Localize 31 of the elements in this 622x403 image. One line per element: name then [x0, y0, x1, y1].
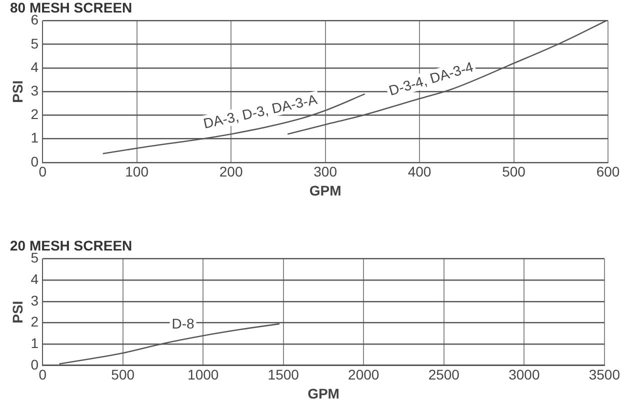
x-tick-label: 600 — [596, 164, 620, 180]
y-tick-label: 0 — [30, 153, 39, 170]
y-tick-label: 3 — [30, 292, 39, 308]
x-tick-label: 500 — [111, 366, 135, 383]
x-tick-label: 3500 — [588, 366, 620, 383]
y-tick-label: 0 — [30, 356, 39, 372]
y-tick-label: 3 — [30, 82, 39, 98]
y-tick-label: 4 — [30, 270, 39, 287]
y-tick-label: 5 — [30, 35, 39, 52]
x-tick-label: 2000 — [348, 366, 380, 383]
y-tick-label: 4 — [30, 58, 39, 75]
x-tick-label: 400 — [408, 164, 432, 180]
text: DA-3, D-3, DA-3-A — [202, 90, 320, 132]
x-axis-title: GPM — [309, 182, 342, 198]
y-tick-label: 1 — [30, 130, 39, 146]
x-tick-label: 300 — [314, 164, 338, 180]
series-label: D-8 — [172, 315, 195, 332]
text: D-3-4, DA-3-4 — [386, 58, 476, 98]
x-axis-title: GPM — [308, 385, 340, 402]
x-tick-label: 2500 — [428, 366, 460, 383]
y-tick-label: 2 — [30, 106, 39, 122]
x-tick-label: 100 — [125, 164, 149, 180]
x-tick-label: 3000 — [508, 366, 540, 383]
x-tick-label: 200 — [219, 164, 243, 180]
x-tick-label: 1500 — [268, 366, 300, 383]
x-tick-label: 500 — [502, 164, 526, 180]
y-axis-title: PSI — [9, 300, 26, 324]
y-tick-label: 2 — [30, 314, 39, 330]
y-axis-title: PSI — [9, 80, 26, 103]
x-tick-label: 1000 — [188, 366, 219, 383]
y-tick-label: 1 — [30, 334, 39, 351]
